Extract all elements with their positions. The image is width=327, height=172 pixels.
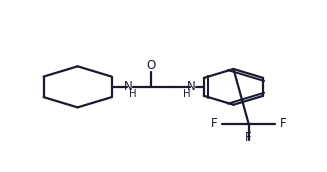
- Text: N: N: [124, 80, 133, 93]
- Text: H: H: [183, 89, 191, 99]
- Text: F: F: [210, 117, 217, 130]
- Text: N: N: [187, 80, 196, 93]
- Text: F: F: [280, 117, 287, 130]
- Text: O: O: [146, 59, 156, 72]
- Text: F: F: [245, 131, 252, 144]
- Text: H: H: [129, 89, 137, 99]
